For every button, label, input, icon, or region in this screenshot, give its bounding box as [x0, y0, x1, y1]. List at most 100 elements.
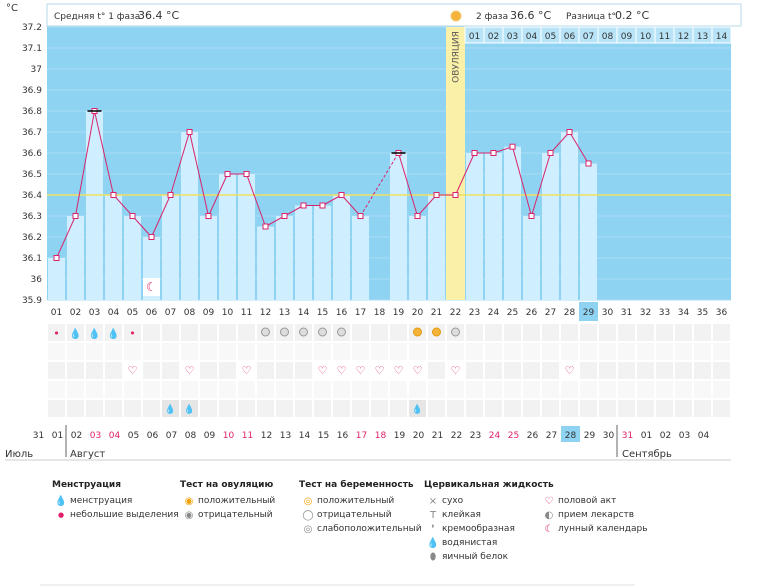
mark-cell[interactable] [314, 400, 331, 417]
mark-cell[interactable] [637, 362, 654, 379]
mark-cell[interactable] [466, 362, 483, 379]
mark-cell[interactable] [181, 324, 198, 341]
mark-cell[interactable] [371, 400, 388, 417]
temp-point[interactable] [414, 213, 421, 219]
mark-cell[interactable] [181, 343, 198, 360]
temp-point[interactable] [547, 150, 554, 156]
mark-cell[interactable] [637, 343, 654, 360]
mark-cell[interactable] [238, 400, 255, 417]
temp-point[interactable] [490, 150, 497, 156]
mark-cell[interactable] [219, 324, 236, 341]
mark-cell[interactable] [86, 381, 103, 398]
temp-point[interactable] [262, 223, 269, 230]
temp-point[interactable] [148, 234, 155, 240]
mark-cell[interactable] [637, 381, 654, 398]
mark-cell[interactable] [390, 400, 407, 417]
mark-cell[interactable] [428, 343, 445, 360]
mark-cell[interactable] [238, 343, 255, 360]
current-day-cell[interactable] [579, 302, 598, 321]
mark-cell[interactable] [428, 362, 445, 379]
mark-cell[interactable] [390, 343, 407, 360]
temp-point[interactable] [129, 213, 136, 219]
temp-point[interactable] [186, 129, 193, 135]
mark-cell[interactable] [542, 324, 559, 341]
temp-point[interactable] [110, 192, 117, 198]
mark-cell[interactable] [542, 381, 559, 398]
mark-cell[interactable] [200, 324, 217, 341]
mark-cell[interactable] [542, 400, 559, 417]
mark-cell[interactable] [542, 362, 559, 379]
mark-cell[interactable] [200, 343, 217, 360]
mark-cell[interactable] [466, 324, 483, 341]
temp-point[interactable] [528, 213, 535, 219]
temp-point[interactable] [300, 202, 307, 209]
mark-cell[interactable] [599, 381, 616, 398]
mark-cell[interactable] [523, 343, 540, 360]
mark-cell[interactable] [542, 343, 559, 360]
mark-cell[interactable] [276, 381, 293, 398]
mark-cell[interactable] [447, 343, 464, 360]
mark-cell[interactable] [599, 400, 616, 417]
mark-cell[interactable] [86, 343, 103, 360]
mark-cell[interactable] [238, 324, 255, 341]
mark-cell[interactable] [295, 381, 312, 398]
temp-point[interactable] [167, 192, 174, 198]
temp-point[interactable] [471, 150, 478, 156]
temp-point[interactable] [243, 171, 250, 177]
mark-cell[interactable] [257, 362, 274, 379]
mark-cell[interactable] [124, 381, 141, 398]
mark-cell[interactable] [504, 362, 521, 379]
mark-cell[interactable] [143, 362, 160, 379]
mark-cell[interactable] [276, 400, 293, 417]
mark-cell[interactable] [295, 343, 312, 360]
temp-point[interactable] [281, 213, 288, 219]
mark-cell[interactable] [523, 324, 540, 341]
mark-cell[interactable] [694, 343, 711, 360]
mark-cell[interactable] [561, 381, 578, 398]
mark-cell[interactable] [181, 381, 198, 398]
mark-cell[interactable] [276, 343, 293, 360]
mark-cell[interactable] [580, 400, 597, 417]
mark-cell[interactable] [580, 324, 597, 341]
mark-cell[interactable] [504, 400, 521, 417]
mark-cell[interactable] [599, 343, 616, 360]
mark-cell[interactable] [580, 343, 597, 360]
mark-cell[interactable] [466, 381, 483, 398]
mark-cell[interactable] [200, 400, 217, 417]
mark-cell[interactable] [428, 381, 445, 398]
mark-cell[interactable] [257, 343, 274, 360]
mark-cell[interactable] [447, 381, 464, 398]
mark-cell[interactable] [124, 324, 141, 341]
mark-cell[interactable] [390, 381, 407, 398]
mark-cell[interactable] [143, 381, 160, 398]
mark-cell[interactable] [561, 324, 578, 341]
mark-cell[interactable] [105, 362, 122, 379]
temp-point[interactable] [452, 192, 459, 198]
mark-cell[interactable] [124, 343, 141, 360]
temp-point[interactable] [357, 213, 364, 219]
mark-cell[interactable] [656, 343, 673, 360]
mark-cell[interactable] [371, 324, 388, 341]
mark-cell[interactable] [333, 400, 350, 417]
mark-cell[interactable] [561, 400, 578, 417]
mark-cell[interactable] [333, 343, 350, 360]
mark-cell[interactable] [333, 381, 350, 398]
mark-cell[interactable] [523, 381, 540, 398]
mark-cell[interactable] [276, 362, 293, 379]
mark-cell[interactable] [219, 381, 236, 398]
mark-cell[interactable] [713, 381, 730, 398]
mark-cell[interactable] [694, 324, 711, 341]
mark-cell[interactable] [48, 381, 65, 398]
mark-cell[interactable] [618, 324, 635, 341]
mark-cell[interactable] [371, 343, 388, 360]
mark-cell[interactable] [67, 381, 84, 398]
temp-point[interactable] [585, 160, 592, 167]
mark-cell[interactable] [675, 362, 692, 379]
mark-cell[interactable] [694, 381, 711, 398]
mark-cell[interactable] [48, 343, 65, 360]
mark-cell[interactable] [466, 343, 483, 360]
mark-cell[interactable] [67, 343, 84, 360]
mark-cell[interactable] [409, 381, 426, 398]
mark-cell[interactable] [713, 324, 730, 341]
mark-cell[interactable] [523, 362, 540, 379]
